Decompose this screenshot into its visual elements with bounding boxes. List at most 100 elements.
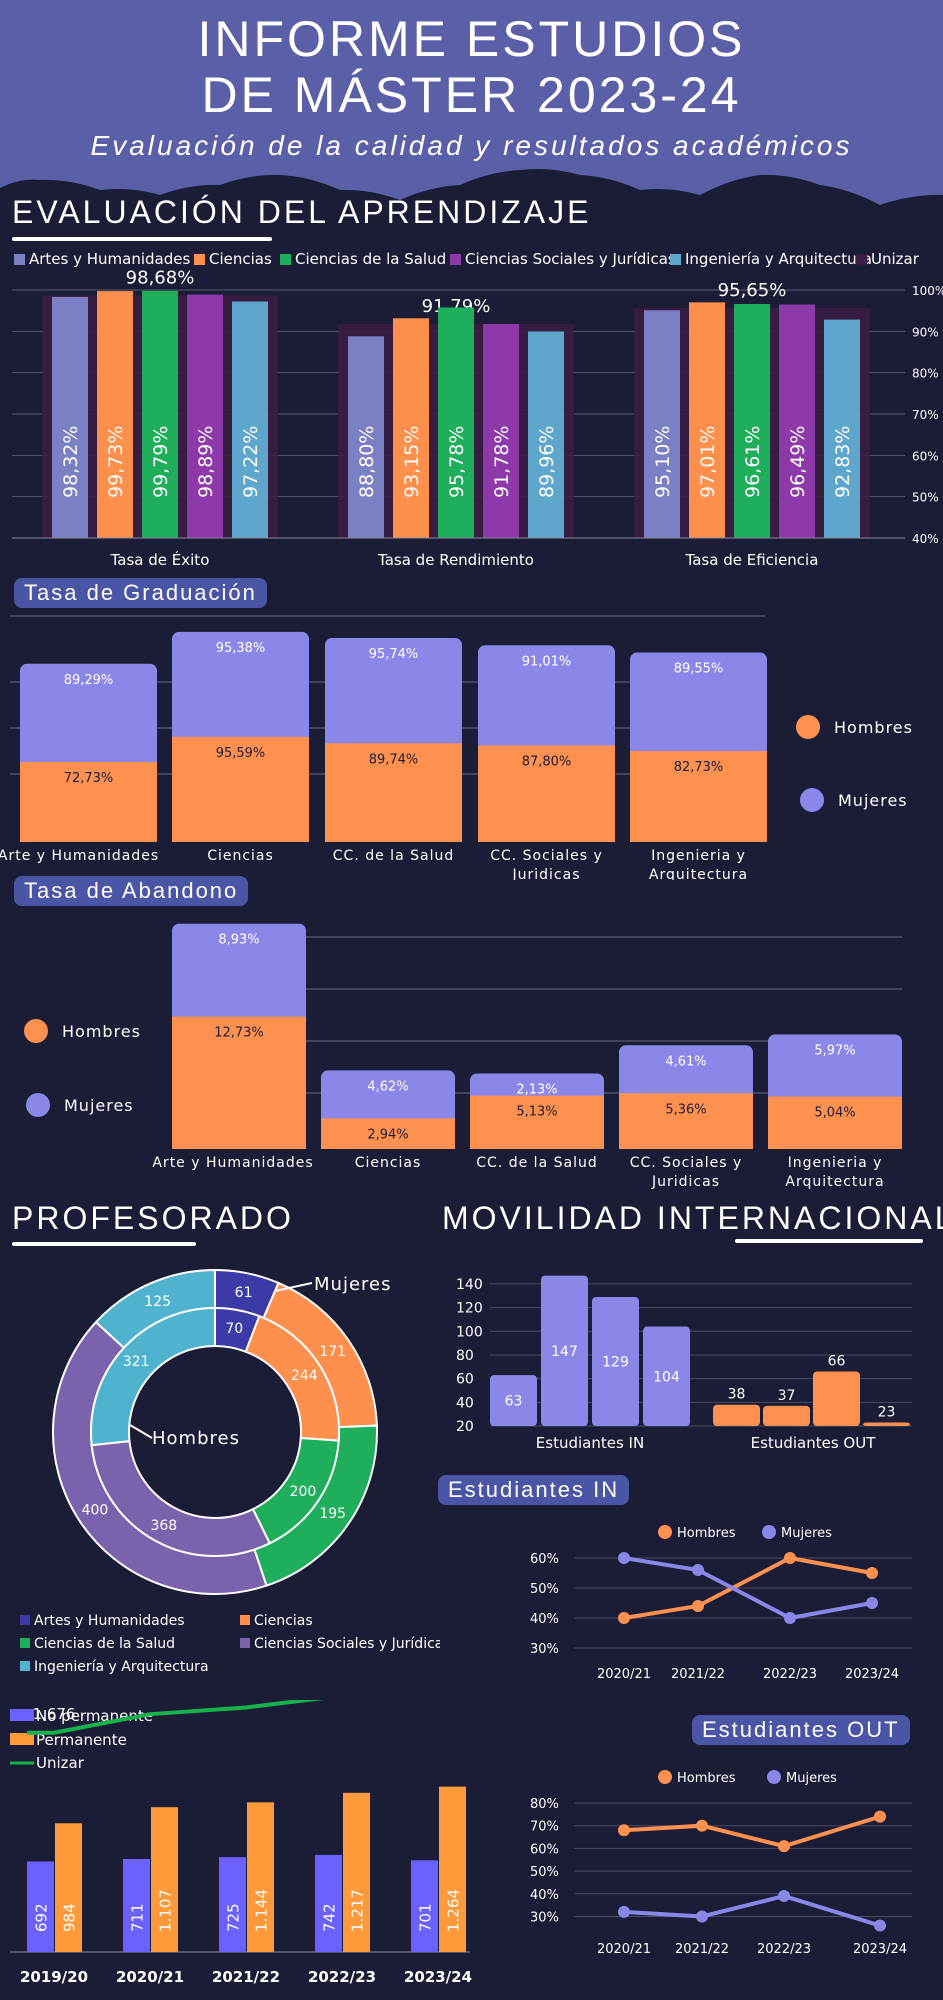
bar-value-label: 96,49% bbox=[787, 426, 809, 498]
legend-dot bbox=[26, 1093, 50, 1117]
leader-line bbox=[274, 1282, 313, 1292]
mujeres-value: 171 bbox=[319, 1344, 346, 1360]
hombres-value: 87,80% bbox=[522, 754, 572, 769]
legend-label: Mujeres bbox=[781, 1526, 832, 1541]
bar-value-label: 742 bbox=[321, 1903, 339, 1932]
bar bbox=[348, 336, 384, 538]
hombres-bar bbox=[619, 1093, 753, 1149]
hombres-value: 12,73% bbox=[214, 1026, 264, 1041]
data-point bbox=[866, 1567, 878, 1579]
profesorado-donut-chart: 61 171 195 400 125 70 244 200 368 321 Mujeres Hombr… bbox=[20, 1268, 440, 1675]
category-label: Arquitectura bbox=[649, 867, 748, 880]
hombres-value: 368 bbox=[150, 1518, 177, 1534]
y-tick-label: 90% bbox=[912, 325, 939, 339]
ring-label-hombres: Hombres bbox=[152, 1428, 240, 1449]
hombres-bar bbox=[172, 736, 309, 842]
bar bbox=[689, 302, 725, 538]
hombres-value: 321 bbox=[123, 1354, 150, 1370]
y-tick-label: 40% bbox=[530, 1888, 559, 1903]
legend-label: Ingeniería y Arquitectura bbox=[685, 250, 872, 268]
no-permanente-bar bbox=[315, 1854, 342, 1952]
bar-value-label: 98,89% bbox=[195, 426, 217, 498]
y-tick-label: 80% bbox=[530, 1797, 559, 1812]
section-pill-graduacion: Tasa de Graduación bbox=[14, 578, 267, 608]
y-tick-label: 60% bbox=[912, 449, 939, 463]
section-pill-est-in: Estudiantes IN bbox=[438, 1475, 630, 1505]
category-label: CC. de la Salud bbox=[333, 848, 454, 864]
mujeres-bar bbox=[172, 923, 306, 1027]
legend-label: Hombres bbox=[834, 718, 913, 737]
category-label: Juridicas bbox=[512, 867, 581, 880]
legend-swatch bbox=[450, 254, 461, 265]
legend-dot bbox=[796, 715, 820, 739]
mujeres-value: 89,29% bbox=[64, 673, 114, 688]
legend-swatch bbox=[240, 1615, 250, 1625]
y-tick-label: 30% bbox=[530, 1910, 559, 1925]
y-tick-label: 40% bbox=[530, 1612, 559, 1627]
data-point bbox=[618, 1824, 630, 1837]
bar bbox=[393, 318, 429, 538]
legend-label: Ciencias Sociales y Jurídicas bbox=[254, 1636, 440, 1652]
evaluacion-chart: Artes y Humanidades Ciencias Ciencias de l… bbox=[12, 250, 943, 569]
bar-value-label: 66 bbox=[828, 1354, 846, 1370]
bar-value-label: 104 bbox=[653, 1369, 680, 1385]
bar bbox=[644, 310, 680, 538]
hombres-value: 244 bbox=[291, 1368, 318, 1384]
x-tick-label: 2022/23 bbox=[763, 1667, 817, 1680]
legend-dot bbox=[658, 1770, 672, 1784]
hombres-value: 5,36% bbox=[665, 1102, 706, 1117]
legend-label: Unizar bbox=[36, 1754, 85, 1772]
hombres-value: 5,04% bbox=[814, 1106, 855, 1121]
hombres-bar bbox=[20, 761, 157, 842]
mujeres-value: 8,93% bbox=[218, 933, 259, 948]
y-tick-label: 100% bbox=[912, 284, 943, 298]
y-tick-label: 40 bbox=[456, 1395, 474, 1411]
bar-value-label: 91,78% bbox=[491, 426, 513, 498]
legend-label: Ciencias de la Salud bbox=[34, 1636, 175, 1652]
x-tick-label: 2021/22 bbox=[675, 1942, 729, 1957]
bar-value-label: 96,61% bbox=[742, 426, 764, 498]
x-tick-label: 2020/21 bbox=[116, 1968, 184, 1986]
no-permanente-bar bbox=[27, 1861, 54, 1952]
data-point bbox=[618, 1612, 630, 1624]
unizar-label: 98,68% bbox=[126, 267, 195, 288]
bar-value-label: 95,10% bbox=[652, 426, 674, 498]
bar-value-label: 97,22% bbox=[240, 426, 262, 498]
data-point bbox=[866, 1597, 878, 1609]
bar-value-label: 23 bbox=[878, 1404, 896, 1420]
mujeres-value: 195 bbox=[319, 1506, 346, 1522]
category-label: Arte y Humanidades bbox=[152, 1155, 313, 1171]
category-label: CC. de la Salud bbox=[476, 1155, 597, 1171]
hombres-value: 89,74% bbox=[369, 752, 419, 767]
hombres-bar bbox=[172, 1016, 306, 1149]
hombres-bar bbox=[630, 750, 767, 842]
bar bbox=[713, 1404, 760, 1426]
section-underline bbox=[12, 237, 272, 241]
legend-swatch bbox=[856, 254, 867, 265]
bar-value-label: 984 bbox=[61, 1903, 79, 1932]
title-line-1: INFORME ESTUDIOS bbox=[197, 11, 746, 67]
x-tick-label: 2023/24 bbox=[404, 1968, 472, 1986]
data-point bbox=[692, 1564, 704, 1576]
hombres-slice bbox=[90, 1306, 216, 1447]
hombres-bar bbox=[470, 1095, 604, 1149]
x-tick-label: 2023/24 bbox=[853, 1942, 907, 1957]
legend-label: Ciencias bbox=[209, 250, 272, 268]
x-tick-label: 2019/20 bbox=[20, 1968, 88, 1986]
no-permanente-bar bbox=[123, 1858, 150, 1952]
bar-value-label: 725 bbox=[225, 1903, 243, 1932]
bar bbox=[97, 291, 133, 538]
section-title-evaluacion: EVALUACIÓN DEL APRENDIZAJE bbox=[12, 194, 592, 230]
legend-label: Unizar bbox=[871, 250, 920, 268]
x-tick-label: 2022/23 bbox=[308, 1968, 376, 1986]
bar-value-label: 88,80% bbox=[356, 426, 378, 498]
section-title-profesorado: PROFESORADO bbox=[12, 1200, 294, 1236]
bar-value-label: 1.264 bbox=[445, 1889, 463, 1932]
bar-value-label: 711 bbox=[129, 1903, 147, 1932]
hombres-value: 200 bbox=[290, 1484, 317, 1500]
section-underline bbox=[12, 1242, 196, 1246]
y-tick-label: 80% bbox=[912, 367, 939, 381]
data-point bbox=[874, 1810, 886, 1823]
data-point bbox=[692, 1600, 704, 1612]
